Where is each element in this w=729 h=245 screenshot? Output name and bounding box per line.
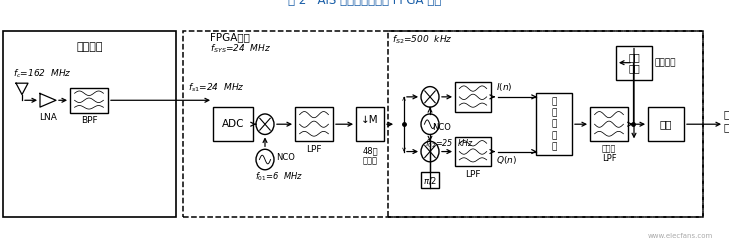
Bar bbox=[3, 31, 176, 217]
Text: $I(n)$: $I(n)$ bbox=[496, 81, 512, 93]
Text: $f_{S2}$=500  kHz: $f_{S2}$=500 kHz bbox=[392, 34, 453, 46]
Text: 定时采样: 定时采样 bbox=[655, 58, 677, 67]
Text: $f_{02}$=25  kHz: $f_{02}$=25 kHz bbox=[425, 137, 474, 150]
Text: LPF: LPF bbox=[306, 145, 321, 154]
Text: $f_{SYS}$=24  MHz: $f_{SYS}$=24 MHz bbox=[210, 43, 271, 55]
Text: 频: 频 bbox=[551, 131, 557, 140]
Bar bbox=[356, 107, 384, 141]
Bar bbox=[590, 107, 628, 141]
Text: NCO: NCO bbox=[276, 153, 295, 162]
Text: $\pi$/2: $\pi$/2 bbox=[423, 174, 437, 185]
Text: $Q(n)$: $Q(n)$ bbox=[496, 154, 517, 166]
Text: 数: 数 bbox=[551, 97, 557, 106]
Text: 判决: 判决 bbox=[660, 119, 672, 129]
Text: LNA: LNA bbox=[39, 113, 57, 122]
Text: 图 2   AIS 非相干接收机的 FPGA 结构: 图 2 AIS 非相干接收机的 FPGA 结构 bbox=[289, 0, 442, 7]
Bar bbox=[70, 88, 108, 113]
Bar bbox=[648, 107, 684, 141]
Bar bbox=[183, 31, 703, 217]
Bar bbox=[455, 137, 491, 166]
Text: $f_c$=162  MHz: $f_c$=162 MHz bbox=[13, 68, 71, 80]
Bar bbox=[616, 46, 652, 80]
Text: ADC: ADC bbox=[222, 119, 244, 129]
Text: 射频部分: 射频部分 bbox=[77, 42, 103, 52]
Text: 器: 器 bbox=[551, 143, 557, 151]
Text: LPF: LPF bbox=[601, 154, 616, 163]
Text: www.elecfans.com: www.elecfans.com bbox=[647, 233, 713, 239]
Text: 48倍: 48倍 bbox=[362, 146, 378, 155]
Bar bbox=[295, 107, 333, 141]
Bar bbox=[213, 107, 253, 141]
Text: NCO: NCO bbox=[432, 123, 451, 132]
Bar bbox=[421, 172, 439, 188]
Text: 鉴: 鉴 bbox=[551, 120, 557, 129]
Text: LPF: LPF bbox=[465, 170, 480, 179]
Text: 判决: 判决 bbox=[724, 109, 729, 119]
Text: 字: 字 bbox=[551, 108, 557, 117]
Bar bbox=[455, 82, 491, 112]
Text: ↓M: ↓M bbox=[361, 115, 379, 125]
Text: $f_{01}$=6  MHz: $f_{01}$=6 MHz bbox=[255, 170, 303, 183]
Bar bbox=[536, 93, 572, 155]
Text: 同步: 同步 bbox=[628, 63, 640, 73]
Bar bbox=[388, 31, 703, 217]
Text: FPGA部分: FPGA部分 bbox=[210, 33, 250, 43]
Text: $f_{s1}$=24  MHz: $f_{s1}$=24 MHz bbox=[188, 82, 245, 94]
Text: 输出: 输出 bbox=[724, 123, 729, 133]
Text: BPF: BPF bbox=[81, 116, 97, 125]
Text: 后检测: 后检测 bbox=[602, 145, 616, 154]
Text: 相关: 相关 bbox=[628, 52, 640, 62]
Text: 降采样: 降采样 bbox=[362, 156, 378, 165]
